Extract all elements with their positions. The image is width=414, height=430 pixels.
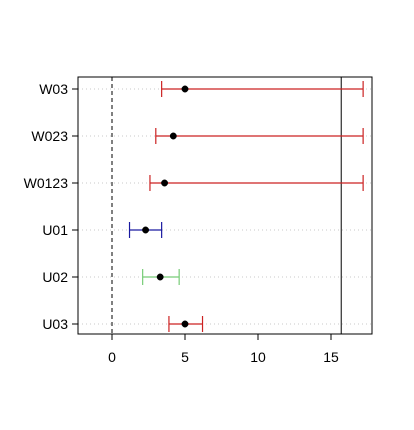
x-tick-label: 15 [323, 349, 339, 365]
forest-row-w03 [161, 81, 364, 97]
error-bars [128, 81, 364, 332]
point-estimate [156, 273, 164, 281]
reference-lines [111, 77, 342, 334]
y-tick-label: U02 [42, 269, 68, 285]
forest-row-w023 [155, 128, 364, 144]
x-axis: 0 5 10 15 [108, 334, 339, 365]
point-estimate [142, 226, 150, 234]
point-estimate [181, 85, 189, 93]
point-estimate [161, 179, 169, 187]
x-tick-label: 5 [181, 349, 189, 365]
y-tick-label: W023 [31, 128, 68, 144]
y-tick-label: W0123 [24, 175, 69, 191]
forest-row-w0123 [149, 175, 364, 191]
x-tick-label: 0 [108, 349, 116, 365]
point-estimate [169, 132, 177, 140]
x-tick-label: 10 [250, 349, 266, 365]
plot-frame [77, 76, 373, 335]
point-estimate [181, 320, 189, 328]
y-tick-label: U03 [42, 316, 68, 332]
forest-row-u02 [142, 269, 180, 285]
y-tick-label: U01 [42, 222, 68, 238]
forest-row-u01 [128, 222, 163, 238]
y-tick-label: W03 [39, 81, 68, 97]
forest-row-u03 [168, 316, 204, 332]
y-axis: W03 W023 W0123 U01 U02 U03 [24, 81, 78, 332]
